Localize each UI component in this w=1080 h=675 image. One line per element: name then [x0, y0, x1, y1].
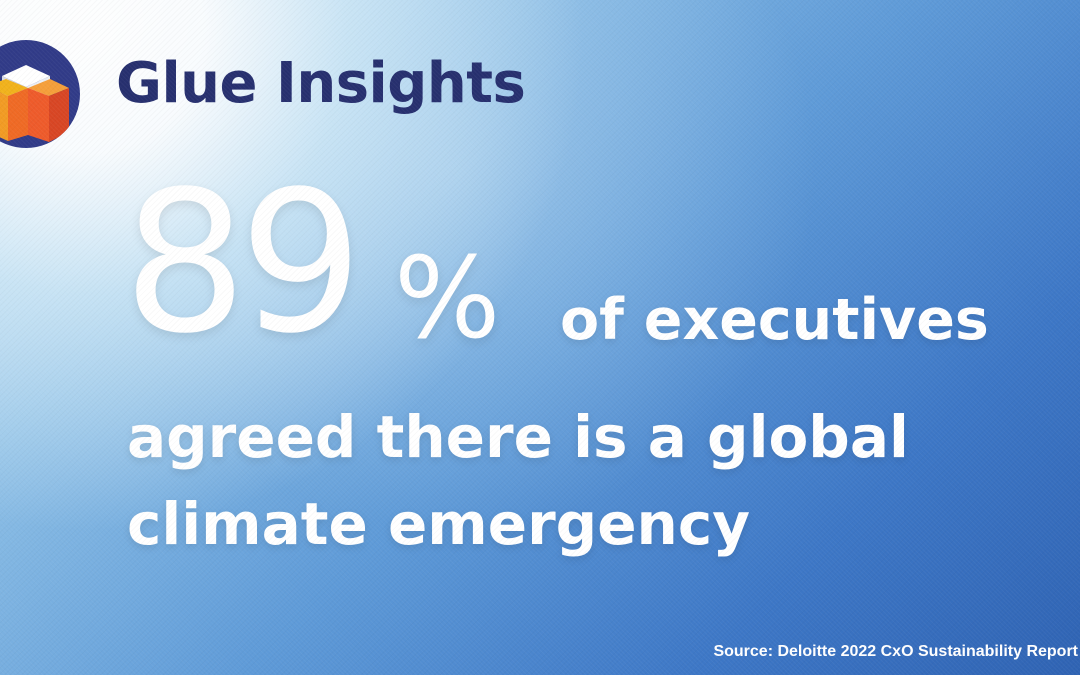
statistic-label: of executives — [560, 287, 989, 353]
percent-sign: % — [394, 234, 501, 364]
source-citation: Source: Deloitte 2022 CxO Sustainability… — [713, 643, 1078, 660]
cube-logo-icon — [0, 40, 80, 148]
headline-line-2: climate emergency — [127, 490, 751, 558]
brand-name: Glue Insights — [116, 51, 526, 116]
statistic-number: 89 — [123, 149, 363, 376]
statistic-line: 89 % of executives — [123, 165, 1023, 375]
headline-line-1: agreed there is a global — [127, 403, 909, 471]
headline: agreed there is a global climate emergen… — [127, 394, 1007, 568]
